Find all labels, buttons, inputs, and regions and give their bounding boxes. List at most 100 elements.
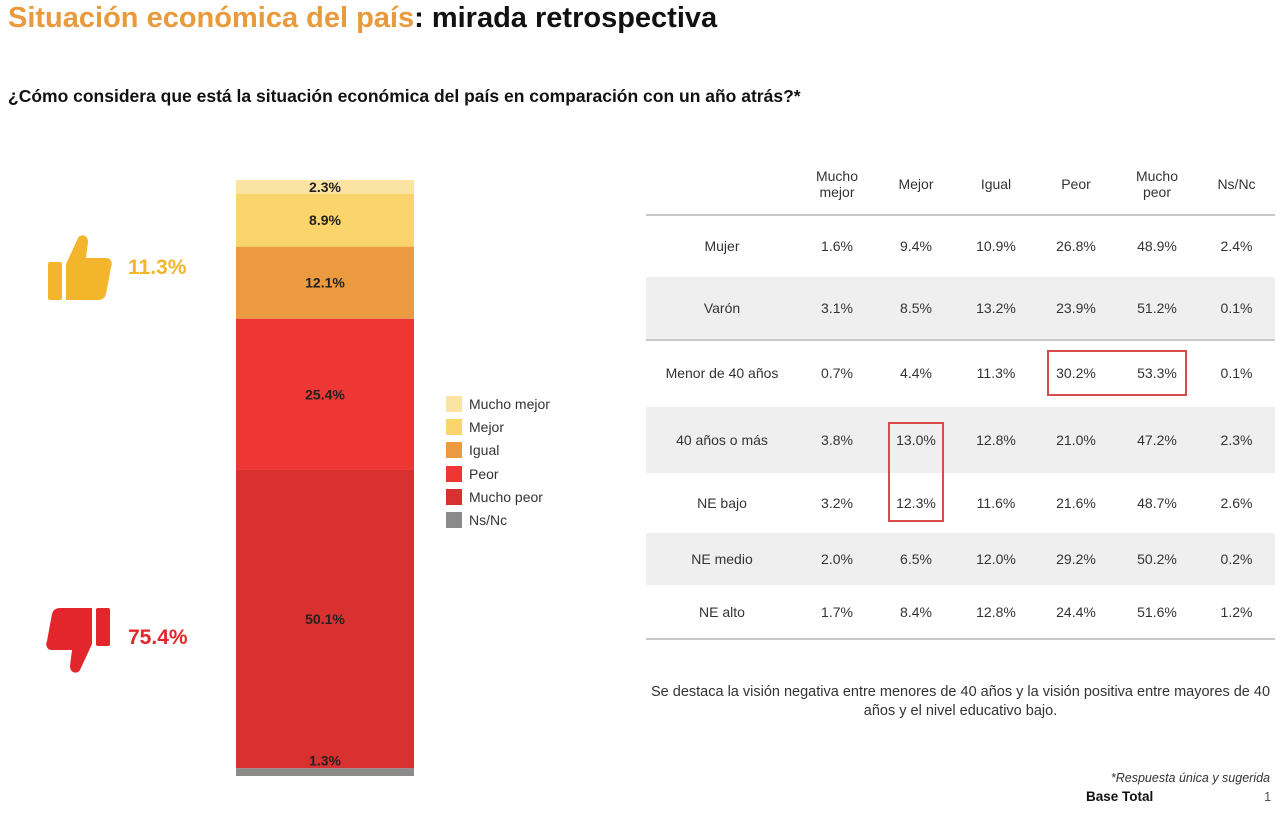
highlight-box — [1047, 350, 1187, 396]
table-divider — [646, 214, 1275, 216]
title-part2: : mirada retrospectiva — [414, 2, 718, 34]
row-label: Mujer — [704, 237, 740, 254]
bar-segment-mucho-peor — [236, 469, 414, 769]
table-header-cell: Mucho peor — [1135, 168, 1179, 200]
legend-label: Igual — [469, 442, 500, 459]
table-cell: 0.7% — [821, 365, 853, 381]
table-cell: 51.6% — [1137, 603, 1177, 620]
legend-swatch — [446, 465, 462, 482]
thumbs-down-icon — [46, 608, 110, 673]
row-label: Menor de 40 años — [665, 365, 779, 381]
legend-label: Ns/Nc — [469, 512, 508, 529]
legend-swatch — [446, 442, 462, 459]
legend-label: Mejor — [469, 418, 505, 435]
row-label: 40 años o más — [676, 432, 768, 448]
table-cell: 12.8% — [976, 432, 1016, 448]
positive-percentage: 11.3% — [128, 256, 187, 279]
table-cell: 3.8% — [821, 432, 853, 448]
table-cell: 1.6% — [821, 237, 853, 254]
legend-label: Mucho mejor — [469, 395, 550, 412]
table-cell: 1.2% — [1220, 603, 1253, 620]
table-header-cell: Mejor — [898, 176, 934, 192]
bar-segment-igual — [236, 246, 414, 319]
table-cell: 13.0% — [896, 432, 936, 448]
bar-segment-mejor — [236, 193, 414, 247]
bar-segment-mucho-mejor — [236, 180, 414, 194]
bar-segment-peor — [236, 318, 414, 470]
table-cell: 8.5% — [900, 300, 932, 316]
table-cell: 48.7% — [1137, 495, 1177, 511]
stacked-bar-chart: 2.3% 8.9% 12.1% 25.4% 50.1% 1.3% — [236, 179, 414, 776]
table-divider — [646, 339, 1275, 341]
table-cell: 12.0% — [976, 551, 1016, 567]
title-part1: Situación económica del país — [8, 2, 415, 34]
bar-label-mucho-mejor: 2.3% — [309, 179, 341, 195]
table-header-cell: Ns/Nc — [1217, 176, 1256, 192]
table-header-cell: Igual — [980, 176, 1012, 192]
row-label: NE alto — [699, 603, 745, 620]
table-cell: 21.0% — [1056, 432, 1096, 448]
legend-swatch — [446, 512, 462, 529]
table-cell: 24.4% — [1056, 603, 1096, 620]
table-cell: 9.4% — [900, 237, 932, 254]
table-row: NE alto 1.7% 8.4% 12.8% 24.4% 51.6% 1.2% — [646, 585, 1275, 638]
table-cell: 21.6% — [1056, 495, 1096, 511]
highlight-box — [888, 422, 944, 522]
table-cell: 12.8% — [976, 603, 1016, 620]
bar-segment-ns-nc — [236, 768, 414, 776]
table-cell: 2.6% — [1220, 495, 1253, 511]
table-cell: 4.4% — [900, 365, 932, 381]
insight-note: Se destaca la visión negativa entre meno… — [650, 684, 1271, 719]
legend-item: Mucho mejor — [446, 392, 550, 415]
chart-legend: Mucho mejor Mejor Igual Peor Mucho peor Ns/Nc — [446, 392, 550, 532]
table-cell: 12.3% — [896, 495, 936, 511]
page-number: 1 — [1264, 789, 1272, 804]
footnote-base: Base Total — [1086, 789, 1154, 804]
legend-item: Peor — [446, 462, 550, 485]
legend-swatch — [446, 488, 462, 505]
bar-label-peor: 25.4% — [305, 386, 345, 402]
legend-item: Mejor — [446, 415, 550, 438]
bar-label-igual: 12.1% — [305, 275, 345, 291]
bar-label-mejor: 8.9% — [309, 212, 341, 228]
bar-label-mucho-peor: 50.1% — [305, 611, 345, 627]
table-cell: 10.9% — [976, 237, 1016, 254]
row-label: NE medio — [691, 551, 753, 567]
row-label: NE bajo — [697, 495, 747, 511]
table-cell: 30.2% — [1056, 365, 1096, 381]
table-cell: 29.2% — [1056, 551, 1096, 567]
negative-percentage: 75.4% — [128, 626, 188, 649]
table-row: 40 años o más 3.8% 13.0% 12.8% 21.0% 47.2% 2.3… — [646, 407, 1275, 473]
table-cell: 23.9% — [1056, 300, 1096, 316]
table-cell: 50.2% — [1137, 551, 1177, 567]
row-label: Varón — [703, 300, 741, 316]
table-cell: 3.1% — [821, 300, 853, 316]
table-cell: 11.3% — [976, 365, 1016, 381]
table-cell: 11.6% — [976, 495, 1016, 511]
table-row: Varón 3.1% 8.5% 13.2% 23.9% 51.2% 0.1% — [646, 277, 1275, 339]
legend-item: Mucho peor — [446, 485, 550, 508]
table-cell: 0.2% — [1220, 551, 1253, 567]
survey-question: ¿Cómo considera que está la situación ec… — [8, 86, 801, 106]
table-cell: 6.5% — [900, 551, 932, 567]
table-cell: 1.7% — [821, 603, 853, 620]
table-divider — [646, 638, 1275, 640]
table-row: NE bajo 3.2% 12.3% 11.6% 21.6% 48.7% 2.6% — [646, 473, 1275, 533]
legend-label: Mucho peor — [469, 488, 543, 505]
table-cell: 26.8% — [1056, 237, 1096, 254]
table-header-cell: Peor — [1061, 176, 1091, 192]
footnote-respuesta: *Respuesta única y sugerida — [1110, 771, 1270, 785]
table-cell: 51.2% — [1137, 300, 1177, 316]
table-cell: 3.2% — [821, 495, 853, 511]
legend-swatch — [446, 395, 462, 412]
legend-item: Igual — [446, 439, 550, 462]
table-cell: 2.0% — [821, 551, 853, 567]
table-cell: 2.4% — [1220, 237, 1253, 254]
table-cell: 48.9% — [1137, 237, 1177, 254]
table-cell: 53.3% — [1137, 365, 1177, 381]
table-cell: 8.4% — [900, 603, 932, 620]
bar-label-ns-nc: 1.3% — [309, 752, 341, 768]
page-title: Situación económica del país: mirada ret… — [8, 2, 717, 35]
table-row: NE medio 2.0% 6.5% 12.0% 29.2% 50.2% 0.2% — [646, 533, 1275, 585]
legend-item: Ns/Nc — [446, 508, 550, 531]
